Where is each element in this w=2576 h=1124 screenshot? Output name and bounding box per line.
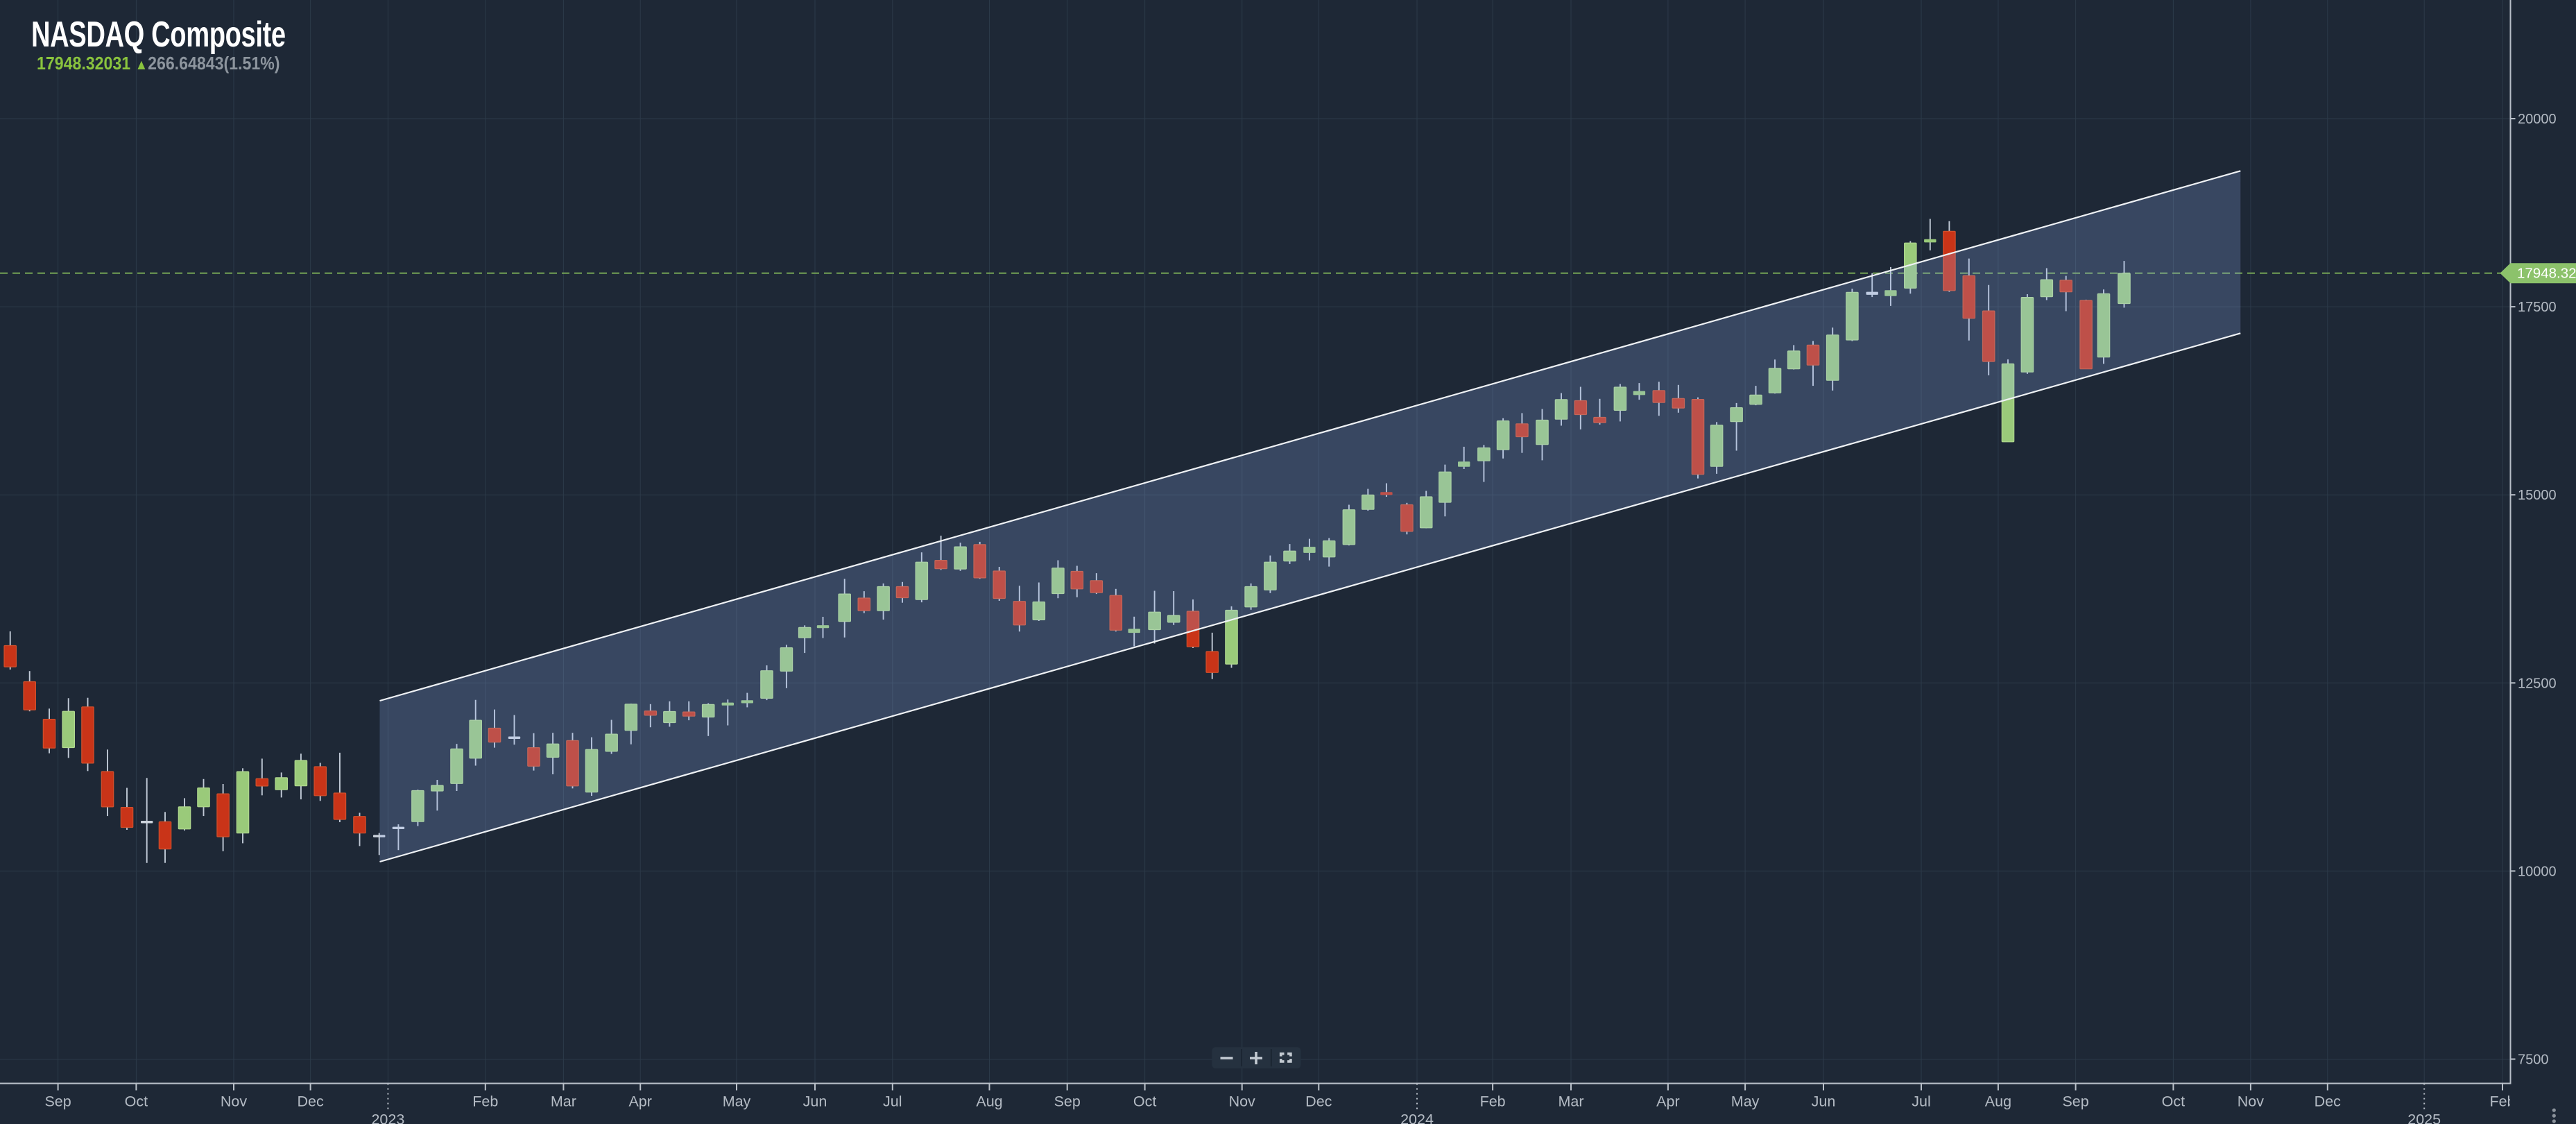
svg-text:2025: 2025: [2407, 1112, 2441, 1124]
svg-text:Mar: Mar: [551, 1093, 576, 1110]
svg-text:Jul: Jul: [883, 1093, 902, 1110]
svg-text:15000: 15000: [2518, 488, 2557, 503]
svg-text:7500: 7500: [2518, 1053, 2549, 1068]
svg-text:Sep: Sep: [1054, 1093, 1081, 1110]
svg-text:20000: 20000: [2518, 112, 2557, 127]
svg-text:2023: 2023: [371, 1112, 404, 1124]
svg-text:Mar: Mar: [1558, 1093, 1583, 1110]
svg-text:Oct: Oct: [2162, 1093, 2185, 1110]
svg-text:Nov: Nov: [1229, 1093, 1255, 1110]
svg-text:Dec: Dec: [1305, 1093, 1332, 1110]
svg-text:Feb: Feb: [472, 1093, 498, 1110]
svg-text:17500: 17500: [2518, 300, 2557, 315]
svg-text:Dec: Dec: [2315, 1093, 2341, 1110]
svg-text:Jun: Jun: [803, 1093, 827, 1110]
svg-text:Apr: Apr: [628, 1093, 651, 1110]
svg-text:Nov: Nov: [2238, 1093, 2264, 1110]
svg-text:Oct: Oct: [1133, 1093, 1156, 1110]
svg-text:May: May: [723, 1093, 751, 1110]
svg-text:Jul: Jul: [1912, 1093, 1930, 1110]
svg-text:12500: 12500: [2518, 676, 2557, 691]
svg-text:Feb: Feb: [2489, 1093, 2515, 1110]
svg-text:Nov: Nov: [221, 1093, 247, 1110]
svg-text:Aug: Aug: [1985, 1093, 2011, 1110]
svg-text:May: May: [1731, 1093, 1760, 1110]
svg-text:Jun: Jun: [1812, 1093, 1836, 1110]
svg-text:Sep: Sep: [44, 1093, 71, 1110]
svg-text:Sep: Sep: [2062, 1093, 2088, 1110]
svg-text:Aug: Aug: [976, 1093, 1002, 1110]
svg-text:17948.32031: 17948.32031: [2517, 266, 2576, 282]
svg-text:2024: 2024: [1400, 1112, 1434, 1124]
svg-text:Apr: Apr: [1656, 1093, 1679, 1110]
svg-text:Feb: Feb: [1480, 1093, 1506, 1110]
svg-text:Oct: Oct: [125, 1093, 148, 1110]
svg-text:Dec: Dec: [297, 1093, 323, 1110]
svg-text:10000: 10000: [2518, 864, 2557, 879]
